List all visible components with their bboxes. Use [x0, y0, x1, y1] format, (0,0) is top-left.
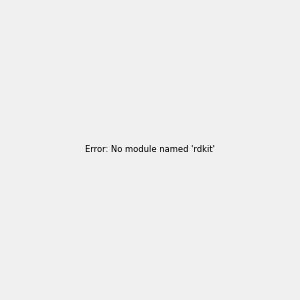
Text: Error: No module named 'rdkit': Error: No module named 'rdkit' — [85, 146, 215, 154]
